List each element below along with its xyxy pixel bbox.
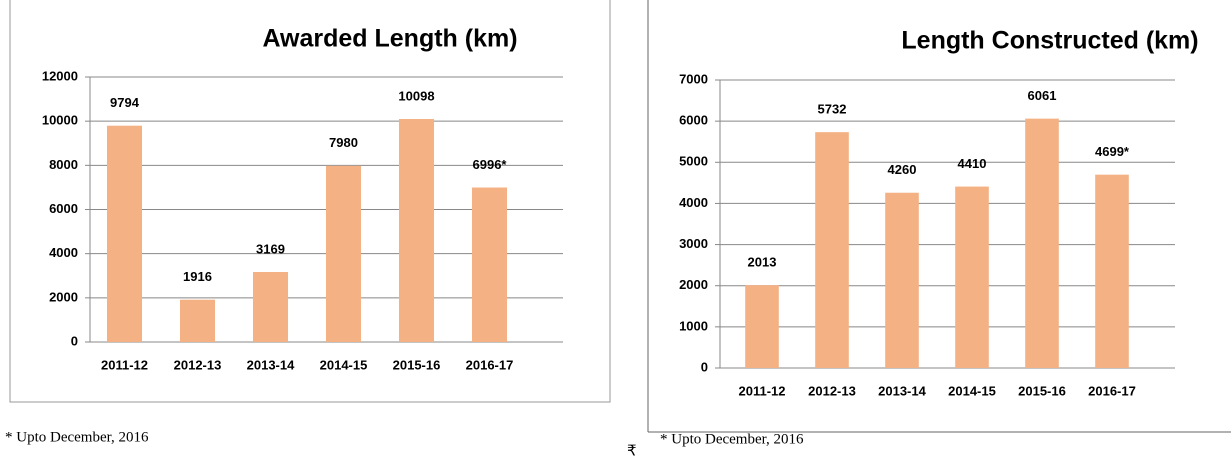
bar	[398, 119, 435, 342]
value-label: 5732	[818, 102, 847, 117]
value-label: 2013	[748, 255, 777, 270]
currency-mark: ₹	[627, 443, 637, 459]
y-tick-label: 12000	[42, 68, 78, 83]
bar	[745, 285, 779, 368]
value-label: 4699*	[1095, 144, 1130, 159]
y-tick-label: 4000	[49, 245, 78, 260]
x-tick-label: 2016-17	[466, 357, 514, 372]
value-label: 1916	[183, 269, 212, 284]
x-tick-label: 2014-15	[948, 383, 996, 398]
value-label: 6061	[1028, 88, 1057, 103]
y-tick-label: 3000	[679, 236, 708, 251]
bar	[955, 186, 989, 368]
x-tick-label: 2011-12	[739, 383, 786, 398]
x-tick-label: 2013-14	[878, 383, 926, 398]
x-tick-label: 2011-12	[101, 357, 148, 372]
x-tick-label: 2015-16	[393, 357, 441, 372]
x-tick-label: 2013-14	[247, 357, 295, 372]
footnote: * Upto December, 2016	[5, 429, 149, 445]
chart-title: Length Constructed (km)	[901, 27, 1198, 55]
value-label: 6996*	[473, 157, 508, 172]
bar	[252, 272, 289, 342]
bar	[885, 192, 919, 368]
y-tick-label: 5000	[679, 154, 708, 169]
value-label: 3169	[256, 241, 285, 256]
y-tick-label: 0	[701, 359, 708, 374]
y-tick-label: 2000	[49, 289, 78, 304]
y-tick-label: 1000	[679, 318, 708, 333]
footnote: * Upto December, 2016	[660, 431, 804, 447]
bar	[179, 299, 216, 342]
bar	[1025, 118, 1059, 368]
x-tick-label: 2012-13	[174, 357, 222, 372]
x-tick-label: 2012-13	[808, 383, 856, 398]
y-tick-label: 4000	[679, 195, 708, 210]
y-tick-label: 0	[71, 333, 78, 348]
bar	[106, 125, 143, 342]
x-tick-label: 2015-16	[1018, 383, 1066, 398]
bar	[325, 165, 362, 342]
value-label: 9794	[110, 95, 140, 110]
y-tick-label: 10000	[42, 113, 78, 128]
value-label: 10098	[398, 88, 434, 103]
value-label: 4410	[958, 156, 987, 171]
bar	[1095, 174, 1129, 368]
value-label: 4260	[888, 162, 917, 177]
y-tick-label: 6000	[49, 201, 78, 216]
bar	[471, 187, 508, 342]
x-tick-label: 2014-15	[320, 357, 368, 372]
value-label: 7980	[329, 135, 358, 150]
y-tick-label: 6000	[679, 113, 708, 128]
chart-title: Awarded Length (km)	[262, 25, 517, 53]
bar	[815, 132, 849, 368]
y-tick-label: 2000	[679, 277, 708, 292]
x-tick-label: 2016-17	[1088, 383, 1136, 398]
left-frame	[9, 0, 611, 403]
y-tick-label: 7000	[679, 71, 708, 86]
y-tick-label: 8000	[49, 157, 78, 172]
